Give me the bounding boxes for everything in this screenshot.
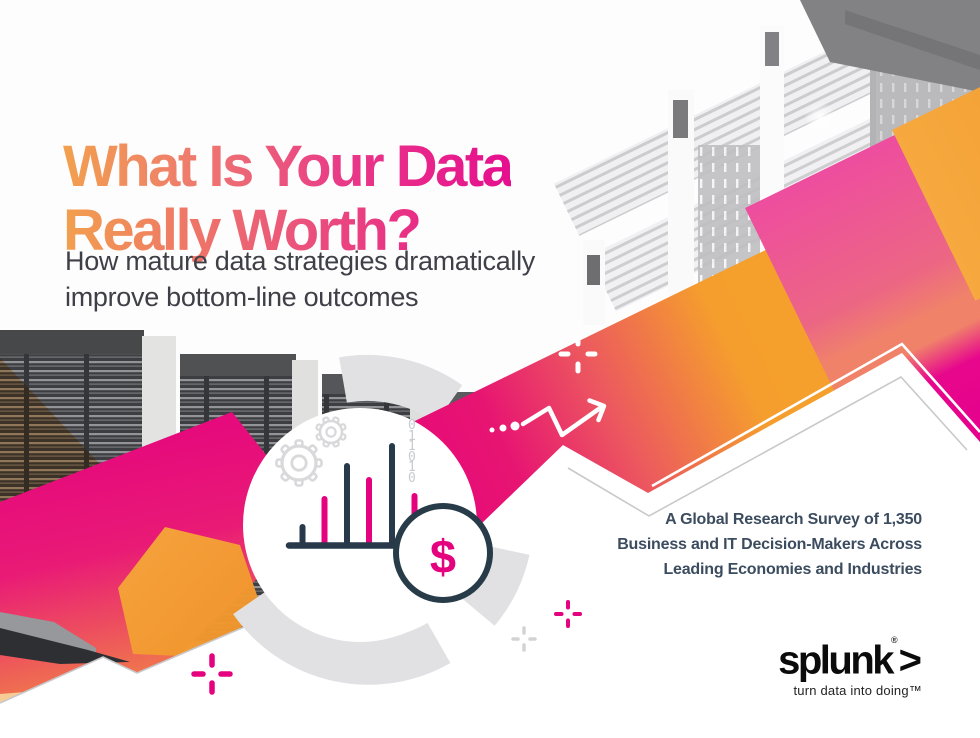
gray-ring-arc-right <box>458 544 530 626</box>
gray-ring-arc-bottom <box>233 587 451 685</box>
sparkle-magenta-small-icon <box>554 600 582 628</box>
gear-icon <box>275 416 347 487</box>
sparkle-white-icon <box>558 334 598 374</box>
laptop-edge <box>0 612 130 664</box>
title-line-2: Really Worth? <box>63 198 511 263</box>
splunk-wordmark: splunk®> <box>778 635 922 683</box>
survey-line: A Global Research Survey of 1,350 <box>665 511 922 528</box>
splunk-wordmark-text: splunk <box>778 638 894 683</box>
page-title: What Is Your Data Really Worth? <box>63 133 514 263</box>
ribbon-orange-bottom-left <box>118 527 262 657</box>
title-line-1: What Is Your Data <box>63 133 514 199</box>
subtitle: How mature data strategies dramatically … <box>65 246 536 312</box>
survey-note: A Global Research Survey of 1,350 Busine… <box>522 507 922 582</box>
binary-digits-text: 011010 <box>408 418 416 486</box>
registered-mark: ® <box>891 635 898 645</box>
sparkle-gray-icon <box>511 626 537 652</box>
splunk-logo: splunk®> turn data into doing™ <box>778 635 922 699</box>
mountain-right <box>481 342 980 738</box>
growth-arrow-icon <box>489 398 607 438</box>
logo-tagline: turn data into doing™ <box>793 683 922 699</box>
dollar-circle-icon <box>393 503 493 603</box>
survey-line: Leading Economies and Industries <box>663 561 922 578</box>
sparkle-magenta-large-icon <box>191 653 233 695</box>
splunk-chevron-icon: > <box>898 638 922 683</box>
survey-line: Business and IT Decision-Makers Across <box>617 536 922 553</box>
dollar-sign: $ <box>429 530 457 583</box>
gray-ring-arc-top <box>339 355 463 424</box>
ribbon-top-right <box>745 0 980 492</box>
